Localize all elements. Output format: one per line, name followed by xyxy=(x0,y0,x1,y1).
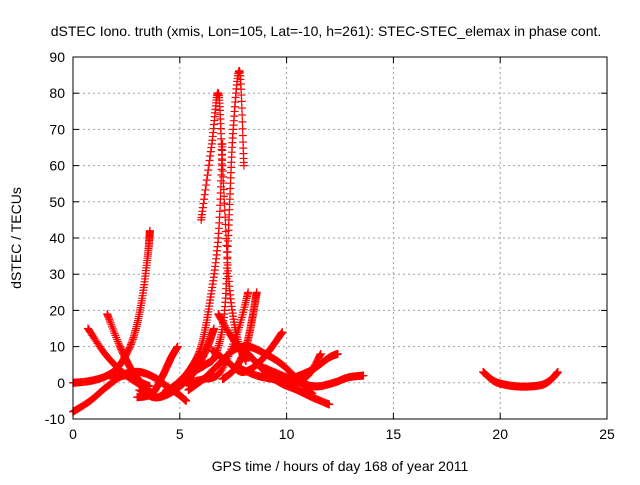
plus-marker xyxy=(220,199,229,208)
plus-marker xyxy=(173,342,182,351)
plus-marker xyxy=(217,366,226,375)
plus-marker xyxy=(200,190,209,199)
plus-marker xyxy=(105,315,114,324)
plus-marker xyxy=(218,364,227,373)
plus-marker xyxy=(203,171,212,180)
plus-marker xyxy=(209,324,218,333)
y-tick-label: -10 xyxy=(45,411,65,427)
plus-marker xyxy=(278,328,287,337)
plus-marker xyxy=(252,288,261,297)
plus-marker xyxy=(237,104,246,113)
plus-marker xyxy=(316,349,325,358)
y-tick-label: 10 xyxy=(49,339,65,355)
plus-marker xyxy=(219,185,228,194)
plus-marker xyxy=(200,195,209,204)
plus-marker xyxy=(238,117,247,126)
plus-marker xyxy=(204,166,213,175)
plus-marker xyxy=(205,156,214,165)
y-tick-label: 60 xyxy=(49,158,65,174)
plus-marker xyxy=(145,226,154,235)
plus-marker xyxy=(182,396,191,405)
plus-marker xyxy=(219,363,228,372)
plot-frame xyxy=(72,56,608,420)
series-7 xyxy=(133,342,182,402)
plus-marker xyxy=(112,333,121,342)
plus-marker xyxy=(114,339,123,348)
y-tick-label: 0 xyxy=(57,375,65,391)
series-18 xyxy=(261,364,368,391)
plus-marker xyxy=(113,337,122,346)
plus-marker xyxy=(113,335,122,344)
x-tick-label: 20 xyxy=(492,426,508,442)
plus-marker xyxy=(104,313,113,322)
plus-marker xyxy=(244,288,253,297)
x-axis-label: GPS time / hours of day 168 of year 2011 xyxy=(212,458,469,474)
plus-marker xyxy=(201,185,210,194)
plus-marker xyxy=(222,241,231,250)
y-axis-label: dSTEC / TECUs xyxy=(8,187,24,289)
plus-marker xyxy=(325,400,334,409)
x-tick-label: 10 xyxy=(279,426,295,442)
plus-marker xyxy=(199,199,208,208)
plus-marker xyxy=(128,337,137,346)
plus-marker xyxy=(107,320,116,329)
plus-marker xyxy=(239,161,248,170)
y-tick-label: 50 xyxy=(49,194,65,210)
y-tick-label: 20 xyxy=(49,302,65,318)
series-19 xyxy=(479,367,562,391)
y-tick-label: 80 xyxy=(49,85,65,101)
plus-marker xyxy=(126,340,135,349)
plus-marker xyxy=(359,371,368,380)
plus-marker xyxy=(127,338,136,347)
plus-marker xyxy=(106,318,115,327)
plus-marker xyxy=(222,325,231,334)
x-tick-label: 0 xyxy=(69,426,77,442)
plus-marker xyxy=(220,192,229,201)
y-tick-label: 30 xyxy=(49,266,65,282)
plus-marker xyxy=(238,110,247,119)
plus-marker xyxy=(105,317,114,326)
x-tick-label: 5 xyxy=(176,426,184,442)
data-points xyxy=(69,66,562,416)
plus-marker xyxy=(238,124,247,133)
y-tick-label: 70 xyxy=(49,121,65,137)
chart-title: dSTEC Iono. truth (xmis, Lon=105, Lat=-1… xyxy=(51,23,602,39)
plus-marker xyxy=(126,341,135,350)
y-tick-label: 40 xyxy=(49,230,65,246)
plus-marker xyxy=(202,181,211,190)
plus-marker xyxy=(333,349,342,358)
plus-marker xyxy=(219,320,228,329)
plus-marker xyxy=(220,321,229,330)
plus-marker xyxy=(221,323,230,332)
plus-marker xyxy=(553,367,562,376)
x-tick-label: 15 xyxy=(386,426,402,442)
plus-marker xyxy=(202,176,211,185)
x-tick-label: 25 xyxy=(599,426,615,442)
y-tick-label: 90 xyxy=(49,49,65,65)
plus-marker xyxy=(204,161,213,170)
